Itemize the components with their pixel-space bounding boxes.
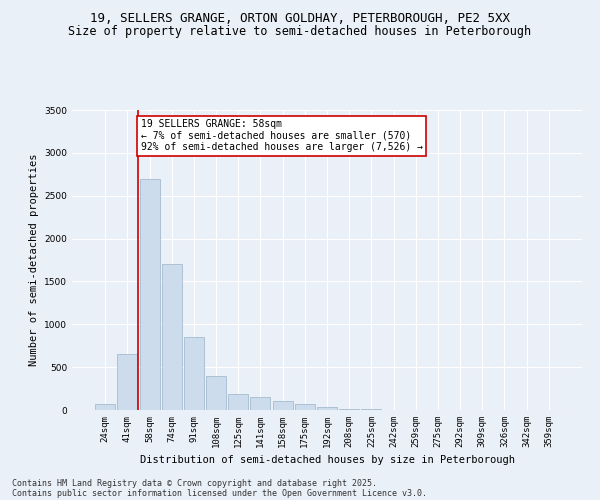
Bar [272, 402, 293, 410]
Text: 19 SELLERS GRANGE: 58sqm
← 7% of semi-detached houses are smaller (570)
92% of s: 19 SELLERS GRANGE: 58sqm ← 7% of semi-de… [140, 119, 422, 152]
Bar [95, 404, 115, 410]
Text: Contains public sector information licensed under the Open Government Licence v3: Contains public sector information licen… [12, 488, 427, 498]
X-axis label: Distribution of semi-detached houses by size in Peterborough: Distribution of semi-detached houses by … [139, 456, 515, 466]
Text: Contains HM Land Registry data © Crown copyright and database right 2025.: Contains HM Land Registry data © Crown c… [12, 478, 377, 488]
Bar [184, 337, 204, 410]
Bar [228, 394, 248, 410]
Bar [140, 178, 160, 410]
Text: Size of property relative to semi-detached houses in Peterborough: Size of property relative to semi-detach… [68, 25, 532, 38]
Y-axis label: Number of semi-detached properties: Number of semi-detached properties [29, 154, 38, 366]
Text: 19, SELLERS GRANGE, ORTON GOLDHAY, PETERBOROUGH, PE2 5XX: 19, SELLERS GRANGE, ORTON GOLDHAY, PETER… [90, 12, 510, 26]
Bar [250, 397, 271, 410]
Bar [317, 408, 337, 410]
Bar [206, 376, 226, 410]
Bar [118, 354, 137, 410]
Bar [361, 409, 382, 410]
Bar [339, 408, 359, 410]
Bar [162, 264, 182, 410]
Bar [295, 404, 315, 410]
